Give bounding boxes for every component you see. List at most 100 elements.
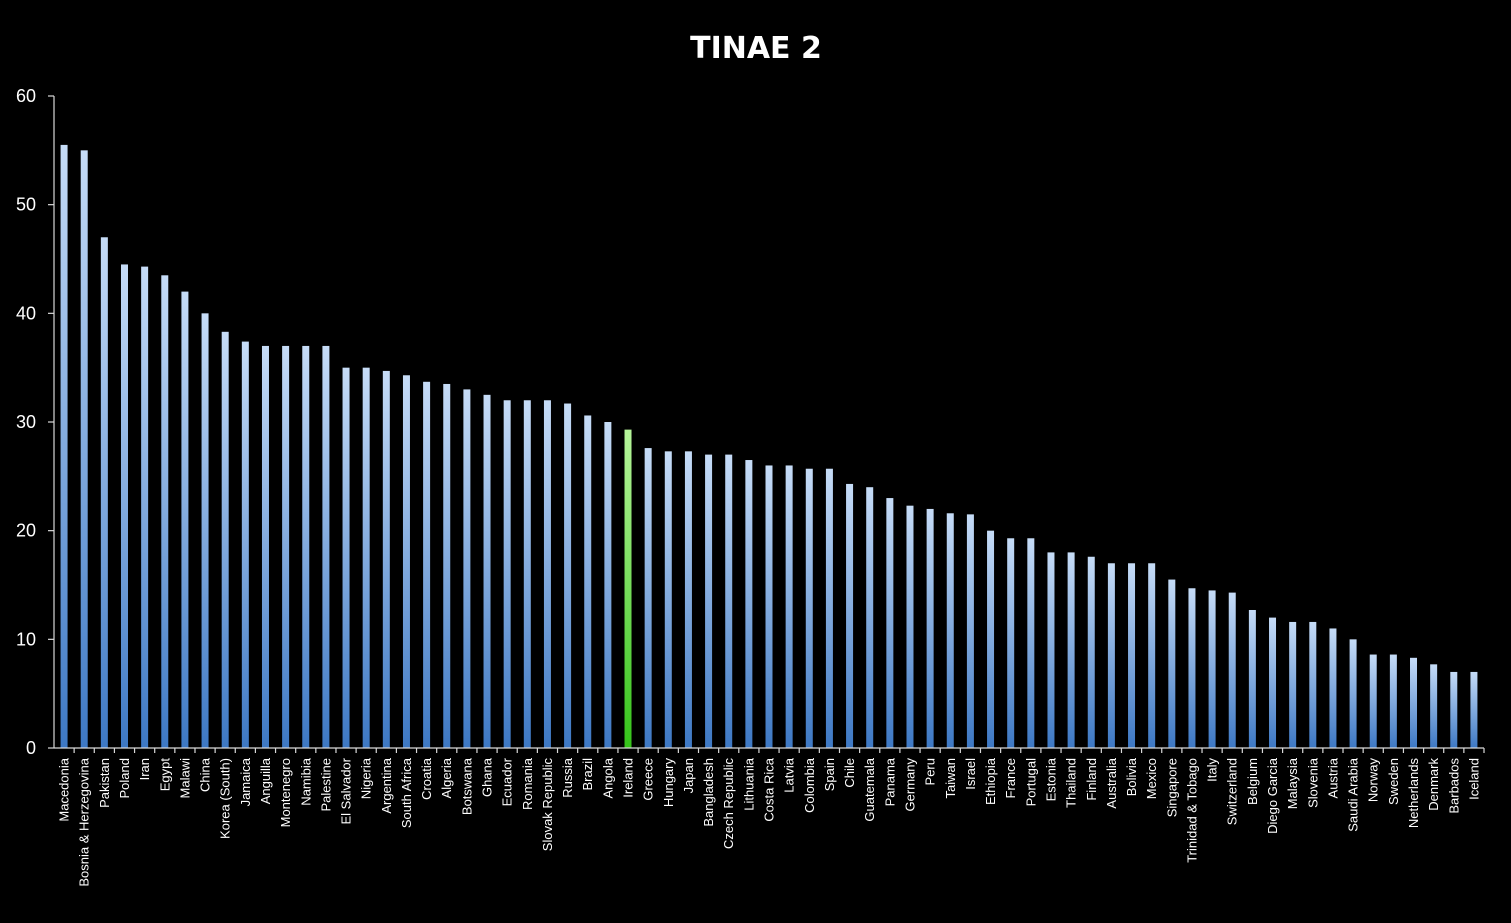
bar [221,331,229,748]
bar [906,505,914,748]
x-tick-label: Denmark [1426,758,1441,811]
x-tick-label: Australia [1104,757,1119,808]
x-tick-label: Colombia [802,757,817,813]
x-tick-label: Chile [842,758,857,788]
bar [1309,621,1317,748]
bar [463,389,471,748]
x-tick-label: Brazil [580,758,595,791]
bar [1007,538,1015,748]
x-tick-label: Bangladesh [701,758,716,827]
bar [664,451,672,748]
x-tick-label: Nigeria [359,757,374,799]
y-tick-label: 10 [16,629,36,649]
y-tick-label: 20 [16,521,36,541]
x-tick-label: Iceland [1466,758,1481,800]
x-tick-label: Botswana [459,757,474,815]
x-tick-label: Costa Rica [762,757,777,821]
x-tick-label: Germany [902,758,917,812]
chart-title: TINAE 2 [690,31,822,66]
x-tick-label: Taiwan [943,758,958,798]
bar [120,264,128,748]
bar [382,370,390,748]
bar [886,498,894,748]
x-tick-label: Czech Republic [721,758,736,850]
bar [362,367,370,748]
x-tick-label: Hungary [661,758,676,808]
x-tick-label: Egypt [157,758,172,792]
bar [141,266,149,748]
bar [302,345,310,748]
bar [1228,592,1236,748]
bar [1269,617,1277,748]
x-tick-label: Pakistan [97,758,112,808]
bar [282,345,290,748]
x-tick-label: Latvia [782,757,797,792]
bars [60,144,1478,749]
bar [443,383,451,748]
x-tick-label: Thailand [1064,758,1079,808]
bar [745,460,753,748]
bar [402,375,410,748]
bar [1168,579,1176,748]
x-tick-label: Iran [137,758,152,780]
x-tick-label: Singapore [1164,758,1179,817]
x-tick-label: Mexico [1144,758,1159,799]
bar [725,454,733,748]
x-tick-label: Argentina [379,757,394,813]
bar [322,345,330,748]
bar [1289,621,1297,748]
x-tick-label: Israel [963,758,978,790]
y-tick-label: 30 [16,412,36,432]
bar [1369,654,1377,748]
bar [261,345,269,748]
x-tick-label: France [1003,758,1018,798]
bar [423,381,431,748]
bar [785,465,793,748]
x-tick-label: Ireland [621,758,636,798]
bar [483,394,491,748]
bar [80,150,88,749]
bar [644,448,652,748]
bar [564,403,572,748]
bar [1208,590,1216,748]
x-tick-label: Montenegro [278,758,293,827]
x-tick-label: Namibia [298,757,313,805]
x-tick-label: Netherlands [1406,758,1421,829]
x-tick-label: Portugal [1023,758,1038,807]
bar [1450,671,1458,748]
bar [1128,563,1136,748]
x-tick-label: El Salvador [339,757,354,824]
x-tick-label: Ecuador [500,757,515,806]
x-tick-label: Finland [1084,758,1099,801]
x-tick-label: Slovak Republic [540,758,555,852]
x-tick-label: Diego Garcia [1265,757,1280,834]
x-tick-label: Macedonia [57,757,72,821]
bar [1349,639,1357,748]
x-tick-label: Malaysia [1285,757,1300,809]
x-tick-label: Panama [882,757,897,806]
bar [1067,552,1075,748]
y-axis: 0 10 20 30 40 50 60 [16,86,55,758]
bar [1410,657,1418,748]
x-tick-label: Trinidad & Tobago [1184,758,1199,863]
bar [1087,556,1095,748]
x-tick-label: Bosnia & Herzegovina [77,757,92,886]
bar [926,508,934,748]
x-tick-label: Croatia [419,757,434,800]
x-tick-label: Barbados [1446,758,1461,814]
bar [181,291,189,748]
bar [805,468,813,748]
bar [342,367,350,748]
bar [543,400,551,748]
bar [825,468,833,748]
bar [1027,538,1035,748]
x-tick-label: Slovenia [1305,757,1320,808]
x-tick-label: Ghana [480,757,495,797]
bar [705,454,713,748]
x-tick-label: Lithuania [741,757,756,811]
y-tick-label: 0 [26,738,36,758]
x-tick-label: Belgium [1245,758,1260,805]
x-tick-label: Angola [600,757,615,798]
bar [161,275,169,748]
y-tick-label: 60 [16,86,36,106]
